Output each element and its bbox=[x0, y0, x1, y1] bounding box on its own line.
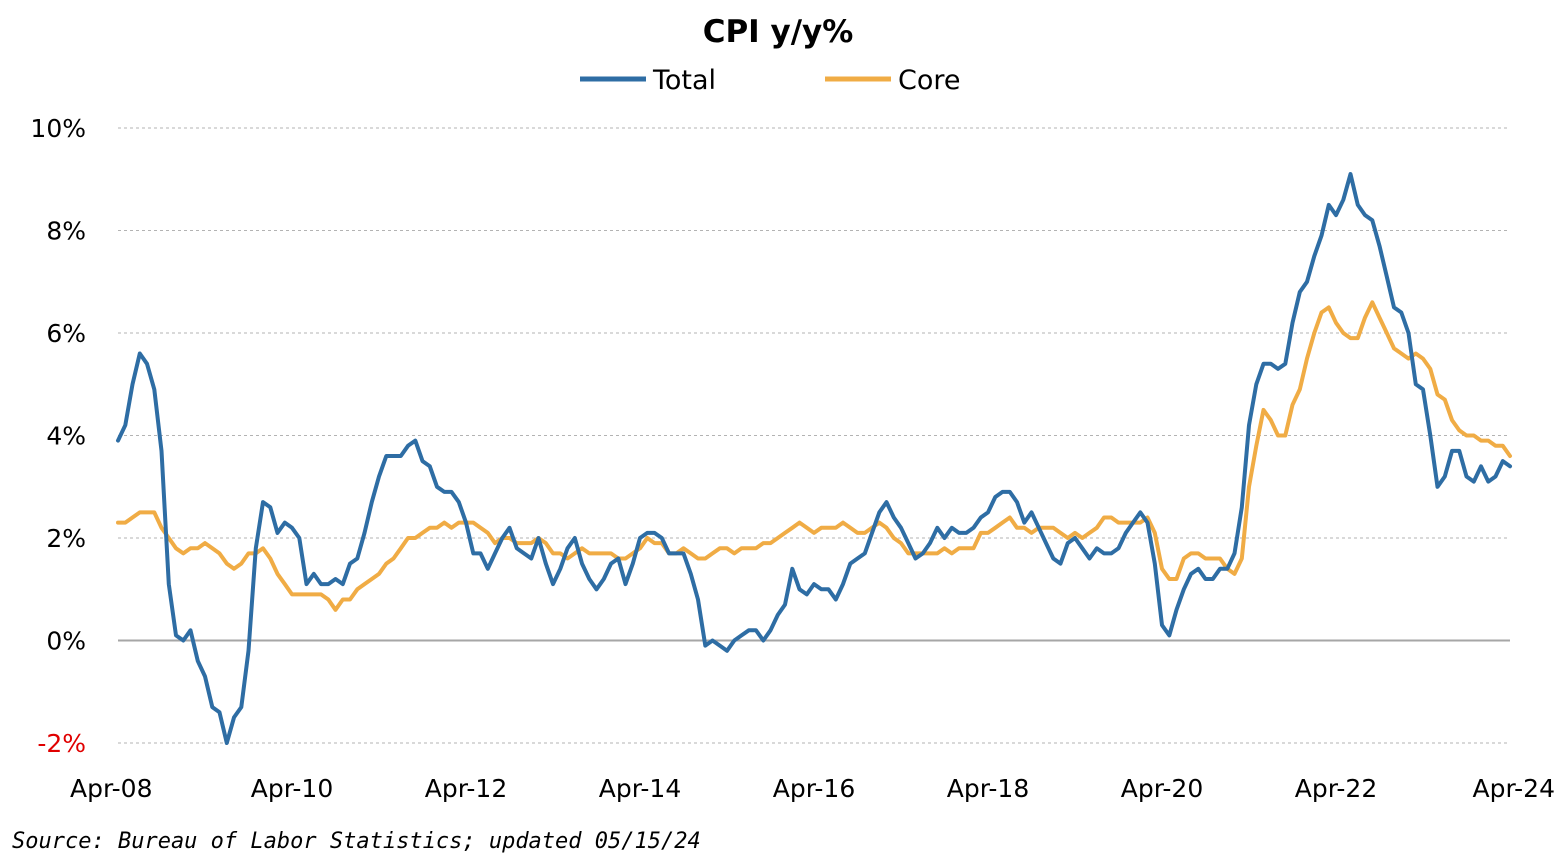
x-tick-label: Apr-08 bbox=[70, 774, 152, 803]
y-tick-label: 6% bbox=[46, 319, 86, 348]
y-tick-label: -2% bbox=[37, 729, 86, 758]
y-tick-label: 0% bbox=[46, 627, 86, 656]
x-tick-label: Apr-20 bbox=[1121, 774, 1203, 803]
series-line-core bbox=[116, 300, 1512, 612]
x-tick-label: Apr-14 bbox=[599, 774, 681, 803]
x-axis-ticks: Apr-08 Apr-10 Apr-12 Apr-14 Apr-16 Apr-18 Apr-… bbox=[70, 774, 1555, 803]
legend-label-total: Total bbox=[652, 65, 716, 96]
gridlines bbox=[118, 127, 1510, 744]
legend: Total Core bbox=[580, 65, 961, 96]
y-tick-label: 2% bbox=[46, 524, 86, 553]
legend-label-core: Core bbox=[898, 65, 961, 96]
y-tick-label: 10% bbox=[30, 114, 86, 143]
series-lines bbox=[116, 172, 1512, 745]
x-tick-label: Apr-12 bbox=[425, 774, 507, 803]
y-tick-label: 4% bbox=[46, 422, 86, 451]
chart-title: CPI y/y% bbox=[703, 14, 854, 50]
x-tick-label: Apr-24 bbox=[1473, 774, 1555, 803]
x-tick-label: Apr-10 bbox=[251, 774, 333, 803]
x-tick-label: Apr-18 bbox=[947, 774, 1029, 803]
source-note: Source: Bureau of Labor Statistics; upda… bbox=[12, 829, 701, 854]
y-tick-label: 8% bbox=[46, 217, 86, 246]
series-line-total bbox=[116, 172, 1512, 745]
y-axis-ticks: 10% 8% 6% 4% 2% 0% -2% bbox=[30, 114, 86, 758]
x-tick-label: Apr-16 bbox=[773, 774, 855, 803]
x-tick-label: Apr-22 bbox=[1295, 774, 1377, 803]
